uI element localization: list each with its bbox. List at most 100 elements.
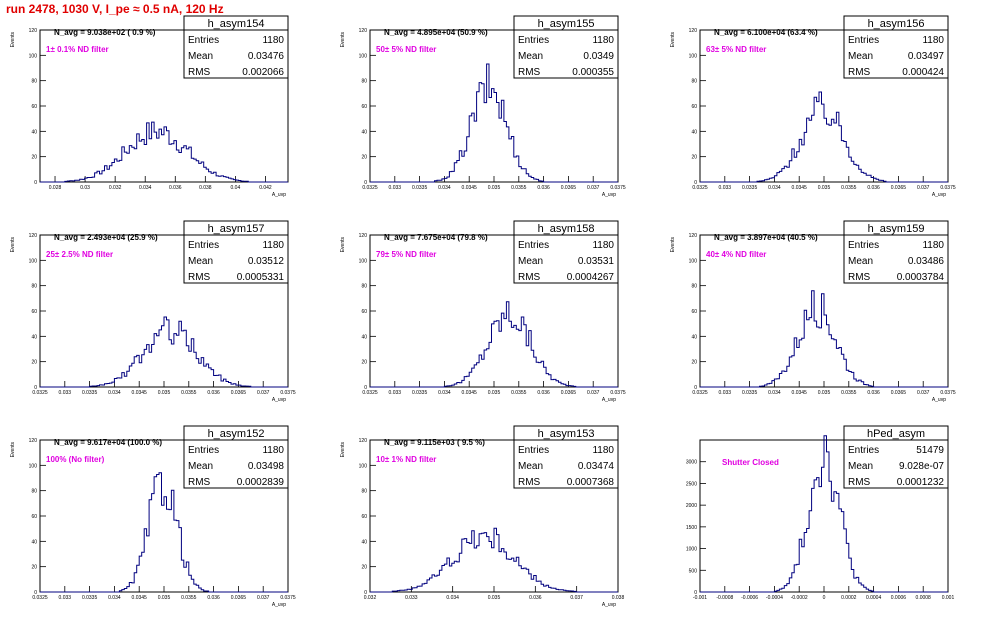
navg-label: N_avg = 3.897e+04 (40.5 %) <box>714 233 818 242</box>
stats-value: 9.028e-07 <box>899 461 944 472</box>
x-tick-label: -0.0004 <box>766 595 783 601</box>
stats-key: RMS <box>188 67 211 78</box>
x-tick-label: 0.0345 <box>132 595 148 601</box>
x-tick-label: 0.04 <box>231 185 241 191</box>
navg-label: N_avg = 4.895e+04 (50.9 %) <box>384 28 488 37</box>
y-tick-label: 0 <box>34 180 37 186</box>
y-tick-label: 40 <box>361 334 367 340</box>
x-axis-label: A_uvp <box>932 397 946 403</box>
y-tick-label: 40 <box>31 539 37 545</box>
x-tick-label: 0.037 <box>587 185 600 191</box>
x-tick-label: 0.034 <box>768 390 781 396</box>
x-tick-label: 0.0335 <box>412 185 428 191</box>
x-tick-label: 0.034 <box>108 595 121 601</box>
x-tick-label: 0.034 <box>438 185 451 191</box>
y-tick-label: 100 <box>359 258 368 264</box>
x-axis-label: A_uvp <box>272 192 286 198</box>
histogram-name: hPed_asym <box>867 428 925 440</box>
x-tick-label: 0.0008 <box>916 595 932 601</box>
x-tick-label: -0.0008 <box>716 595 733 601</box>
y-tick-label: 40 <box>361 539 367 545</box>
y-tick-label: 60 <box>691 104 697 110</box>
stats-value: 0.03474 <box>578 461 615 472</box>
x-tick-label: 0.032 <box>109 185 122 191</box>
stats-value: 0.0001232 <box>897 477 945 488</box>
y-tick-label: 60 <box>31 309 37 315</box>
y-tick-label: 120 <box>689 233 698 239</box>
x-tick-label: 0.036 <box>867 185 880 191</box>
stats-box <box>183 425 289 489</box>
y-tick-label: 120 <box>359 233 368 239</box>
x-tick-label: 0.042 <box>259 185 272 191</box>
y-tick-label: 100 <box>689 53 698 59</box>
x-tick-label: 0.035 <box>158 595 171 601</box>
x-tick-label: 0.034 <box>108 390 121 396</box>
stats-value: 0.03486 <box>908 256 945 267</box>
histogram-name: h_asym158 <box>538 223 595 235</box>
stats-value: 0.0007368 <box>567 477 615 488</box>
stats-key: RMS <box>518 272 541 283</box>
stats-key: Entries <box>188 445 219 456</box>
x-tick-label: 0.037 <box>570 595 583 601</box>
y-tick-label: 40 <box>31 334 37 340</box>
x-tick-label: 0.0375 <box>940 185 956 191</box>
stats-key: Mean <box>848 461 873 472</box>
y-tick-label: 100 <box>359 53 368 59</box>
x-tick-label: 0.0335 <box>742 185 758 191</box>
y-axis-label: Events <box>670 32 676 48</box>
stats-box <box>183 220 289 284</box>
stats-key: Mean <box>518 461 543 472</box>
x-tick-label: 0.0325 <box>362 390 378 396</box>
y-tick-label: 0 <box>364 180 367 186</box>
y-tick-label: 40 <box>691 129 697 135</box>
panel-h_asym158: 0 20 40 60 80 100 120 0.0325 0.033 0.0335 0.034 0.0… <box>340 220 626 403</box>
x-tick-label: 0.035 <box>818 185 831 191</box>
navg-label: N_avg = 7.675e+04 (79.8 %) <box>384 233 488 242</box>
y-tick-label: 60 <box>31 514 37 520</box>
filter-label: 1± 0.1% ND filter <box>46 45 109 54</box>
x-tick-label: 0.035 <box>488 595 501 601</box>
x-tick-label: 0.0325 <box>692 185 708 191</box>
histogram-line <box>700 290 948 388</box>
y-tick-label: 60 <box>361 309 367 315</box>
stats-value: 0.0005331 <box>237 272 285 283</box>
stats-value: 1180 <box>262 35 284 46</box>
x-tick-label: 0.036 <box>169 185 182 191</box>
y-tick-label: 100 <box>29 258 38 264</box>
y-tick-label: 100 <box>29 463 38 469</box>
panel-h_asym152: 0 20 40 60 80 100 120 0.0325 0.033 0.0335 0.034 0.0… <box>10 425 296 608</box>
stats-box <box>843 425 949 489</box>
filter-label: 79± 5% ND filter <box>376 250 436 259</box>
x-tick-label: 0.033 <box>405 595 418 601</box>
stats-key: Mean <box>188 461 213 472</box>
x-tick-label: 0.036 <box>207 595 220 601</box>
x-tick-label: 0.037 <box>257 595 270 601</box>
stats-value: 0.0002839 <box>237 477 285 488</box>
filter-label: 50± 5% ND filter <box>376 45 436 54</box>
stats-box <box>183 15 289 79</box>
y-tick-label: 80 <box>361 284 367 290</box>
stats-value: 51479 <box>916 445 944 456</box>
stats-key: RMS <box>848 477 871 488</box>
x-tick-label: 0.034 <box>768 185 781 191</box>
histogram-name: h_asym155 <box>538 18 595 30</box>
filter-label: 63± 5% ND filter <box>706 45 766 54</box>
x-tick-label: 0.0365 <box>891 185 907 191</box>
x-tick-label: 0.0345 <box>792 390 808 396</box>
stats-key: Mean <box>848 51 873 62</box>
x-axis-label: A_uvp <box>602 397 616 403</box>
histogram-name: h_asym159 <box>868 223 925 235</box>
y-tick-label: 20 <box>361 155 367 161</box>
histogram-line <box>40 316 288 388</box>
stats-key: Entries <box>188 240 219 251</box>
histogram-name: h_asym157 <box>208 223 265 235</box>
stats-value: 0.03498 <box>248 461 285 472</box>
histogram-line <box>40 121 288 183</box>
panel-hPed_asym: 0 500 1000 1500 2000 2500 3000 -0.001 -0.0008 -0.… <box>686 425 954 601</box>
y-tick-label: 120 <box>359 438 368 444</box>
stats-value: 1180 <box>262 240 284 251</box>
navg-label: N_avg = 9.038e+02 ( 0.9 %) <box>54 28 156 37</box>
panel-h_asym154: 0 20 40 60 80 100 120 0.028 0.03 0.032 0.034 0.036 0… <box>10 15 289 198</box>
histogram-line <box>40 472 288 593</box>
stats-value: 1180 <box>592 240 614 251</box>
